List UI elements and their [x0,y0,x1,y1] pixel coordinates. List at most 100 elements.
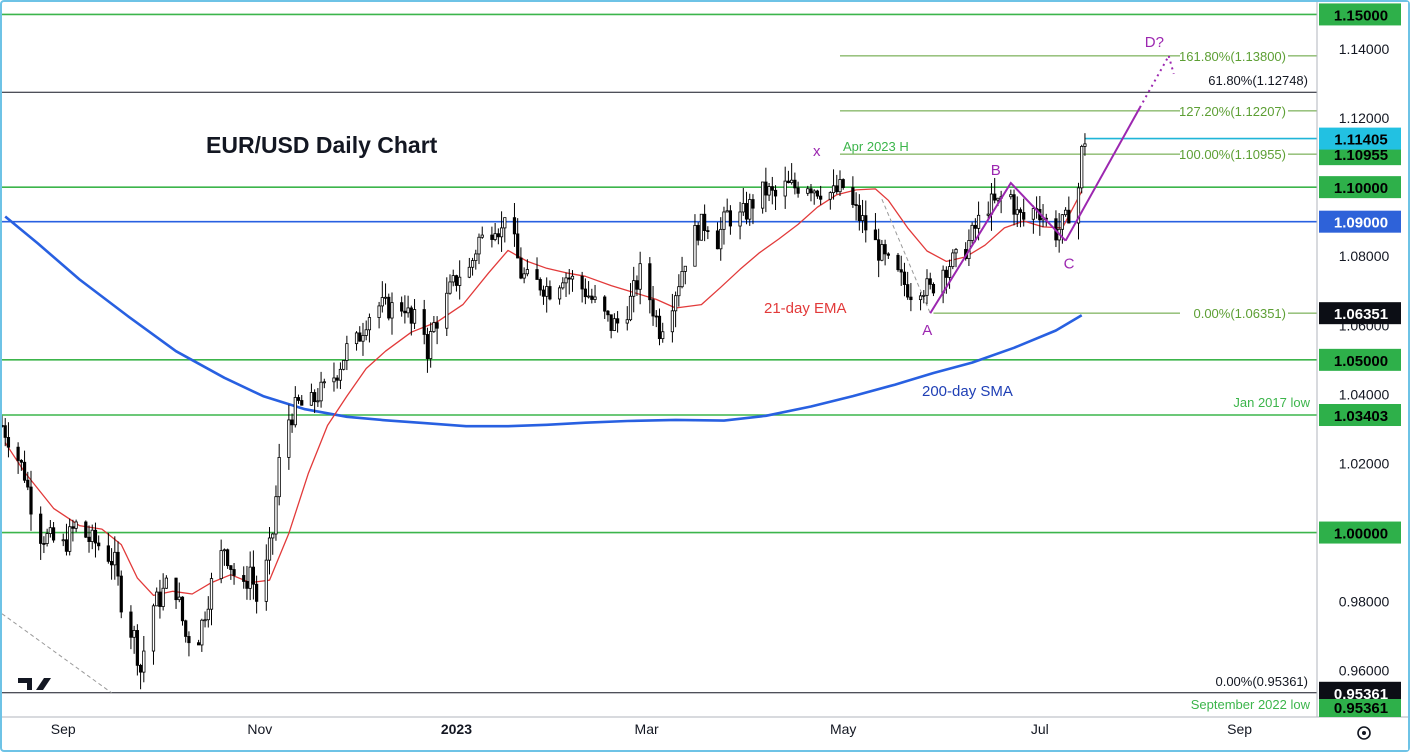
candle-body [902,271,907,285]
settings-gear-icon[interactable] [1357,726,1371,740]
candle-body [715,230,720,250]
candle-body [354,332,359,345]
candle-body [525,269,529,275]
candle-body [986,213,990,216]
blue-level-badge: 1.09000 [1334,215,1388,232]
candle [790,163,794,185]
point-a-label: A [922,322,932,339]
candle-body [177,596,181,601]
candle [209,572,214,626]
level-badge-bg [1319,176,1401,199]
candle [1018,207,1023,228]
candle-body [783,180,787,197]
candle [548,280,552,301]
candle [496,228,500,245]
candle-body [616,318,620,324]
level-badge-bg [1319,521,1401,544]
candle-body [138,664,143,673]
candle [812,189,816,205]
candle-body [548,286,552,300]
candle-body [242,575,246,582]
candle [593,284,597,303]
candle [493,222,497,242]
candle-body [290,419,294,426]
x-tick-label: May [830,721,856,737]
candle-body [493,233,497,240]
candle-body [819,195,823,200]
candle [474,249,478,270]
candle [786,170,791,184]
candle-body [16,446,20,461]
candle-body [925,278,929,296]
candle [767,182,771,202]
candle-body [251,566,255,585]
candle [222,548,226,566]
candle-body [219,550,223,579]
candle-body [400,302,404,312]
candle [45,528,49,547]
y-tick-label: 1.02000 [1339,455,1390,471]
candle [570,270,575,292]
candle [42,536,46,554]
y-tick-label: 1.14000 [1339,41,1390,57]
candle-body [1083,143,1087,147]
candle [345,335,349,371]
candle [377,301,381,329]
candle-body [132,630,136,638]
candle-body [586,295,591,298]
last-price-badge: 1.11405 [1334,132,1387,149]
candle [993,177,997,204]
candle-body [435,322,439,329]
candle [335,375,339,389]
candle [954,247,958,268]
candle [1080,144,1084,194]
candle-body [406,307,410,314]
cd-leg-line [1064,107,1141,242]
candle-body [245,581,249,589]
candle [603,295,607,319]
candle-body [796,187,800,194]
candle [899,255,903,286]
candle-body [767,186,771,196]
x-tick-label: Sep [1227,721,1252,737]
candle [451,269,455,287]
candle-body [947,266,952,278]
candle-body [206,608,210,621]
candle [738,201,742,240]
candle [138,663,143,690]
candle [309,383,314,406]
candle [609,314,613,339]
last-price-badge-bg [1319,127,1401,150]
candle [313,389,317,414]
candle-body [377,305,381,318]
fib-label: 100.00%(1.10955) [1179,147,1286,162]
candle-body [232,569,236,576]
candle-body [106,545,110,562]
candle [1038,195,1042,236]
candle-body [64,539,69,552]
candle-body [519,257,523,279]
candle [203,611,207,628]
candle [1031,205,1035,234]
candle [648,257,652,314]
candle [6,422,11,458]
candle-body [773,189,778,197]
fib-label: 0.00%(1.06351) [1193,306,1286,321]
candle [155,587,159,607]
candle-body [271,533,275,539]
candle-body [738,211,742,227]
candle-body [725,210,729,213]
candle [380,281,384,313]
candle [1076,182,1081,240]
candle-body [806,188,810,194]
candle-body [909,296,913,301]
candle-body [422,309,426,335]
candle-body [996,197,1000,201]
candle-body [71,526,75,529]
black-level-note: September 2022 low [1191,697,1311,712]
candle-body [661,331,665,340]
level-badge: 1.00000 [1334,526,1388,543]
sept-low-badge-bg [1319,681,1401,704]
x-tick-label: Sep [51,721,76,737]
